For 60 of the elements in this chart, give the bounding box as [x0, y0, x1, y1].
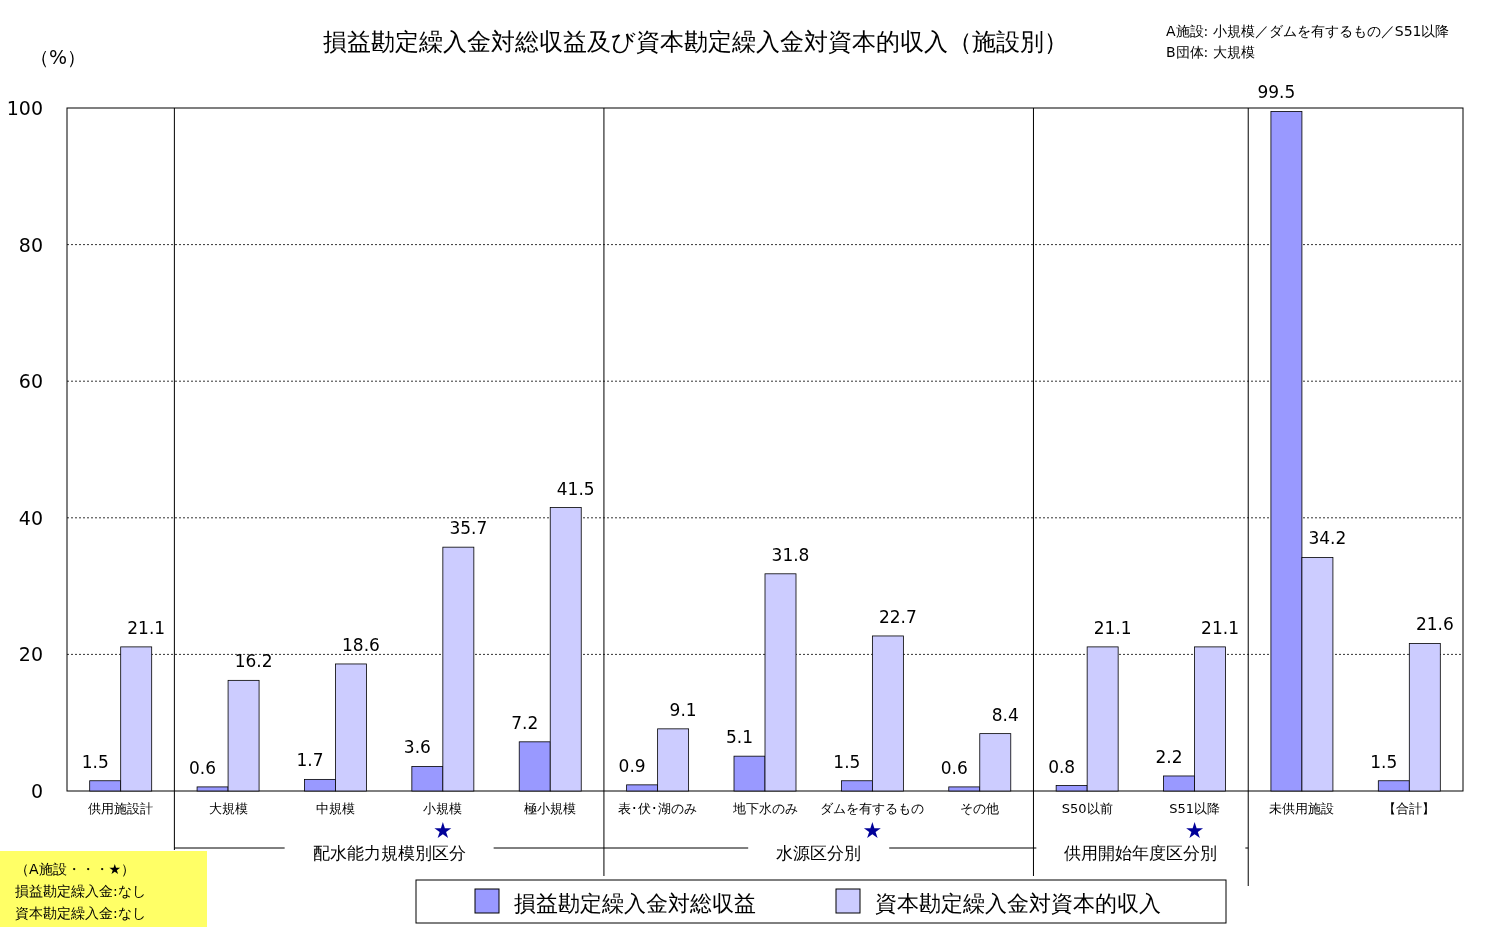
data-label: 21.1 — [1201, 617, 1239, 638]
data-label: 21.1 — [1093, 617, 1132, 638]
data-label: 0.8 — [1048, 756, 1076, 777]
x-tick-label: 中規模 — [315, 801, 355, 816]
data-label: 1.5 — [81, 751, 109, 772]
y-tick-label: 100 — [6, 97, 43, 119]
x-tick-label: S51以降 — [1169, 801, 1220, 816]
y-axis-title: （%） — [29, 46, 87, 68]
data-label: 41.5 — [556, 478, 595, 499]
x-tick-label: 小規模 — [423, 801, 463, 816]
x-tick-label: ダムを有するもの — [820, 801, 925, 816]
y-tick-label: 40 — [18, 506, 43, 529]
text: 供用開始年度区分別 — [1064, 843, 1218, 863]
data-label: 0.9 — [618, 755, 646, 776]
data-label: 31.8 — [771, 544, 810, 565]
data-label: 9.1 — [669, 699, 697, 720]
text: ★ — [432, 818, 453, 843]
x-tick-label: S50以前 — [1061, 801, 1113, 816]
data-label: 7.2 — [511, 712, 539, 733]
y-tick-label: 0 — [30, 780, 43, 802]
x-tick-label: 【合計】 — [1383, 801, 1436, 816]
data-label: 22.7 — [878, 606, 917, 627]
text: B団体: 大規模 — [1166, 44, 1255, 60]
text: 配水能力規模別区分 — [312, 843, 466, 863]
text: 損益勘定繰入金:なし — [15, 883, 146, 899]
data-label: 1.7 — [296, 750, 324, 771]
text: ★ — [1184, 818, 1205, 843]
x-tick-label: 表･伏･湖のみ — [618, 801, 698, 816]
text: 水源区分別 — [776, 843, 862, 863]
data-label: 1.5 — [833, 751, 861, 772]
y-tick-label: 60 — [18, 370, 43, 393]
chart-title: 損益勘定繰入金対総収益及び資本勘定繰入金対資本的収入（施設別） — [322, 28, 1068, 56]
data-label: 18.6 — [342, 634, 380, 655]
text: A施設: 小規模／ダムを有するもの／S51以降 — [1166, 23, 1450, 39]
legend-label: 損益勘定繰入金対総収益 — [514, 891, 756, 916]
x-tick-label: 未供用施設 — [1269, 801, 1335, 816]
data-label: 0.6 — [189, 757, 217, 778]
data-label: 0.6 — [940, 757, 968, 778]
x-tick-label: 供用施設計 — [88, 801, 154, 816]
data-label: 8.4 — [991, 704, 1019, 725]
data-label: 21.6 — [1415, 614, 1454, 635]
text: 資本勘定繰入金:なし — [15, 905, 146, 921]
data-label: 1.5 — [1370, 751, 1398, 772]
legend-label: 資本勘定繰入金対資本的収入 — [875, 891, 1161, 916]
y-tick-label: 80 — [18, 233, 43, 256]
y-tick-label: 20 — [18, 643, 43, 666]
x-tick-label: 極小規模 — [524, 801, 577, 816]
data-label: 2.2 — [1155, 746, 1183, 767]
text: （A施設・・・★） — [15, 861, 136, 877]
x-tick-label: その他 — [960, 801, 1000, 816]
x-tick-label: 大規模 — [208, 801, 248, 816]
data-label: 3.6 — [403, 737, 431, 758]
x-tick-label: 地下水のみ — [731, 801, 798, 816]
data-label: 5.1 — [725, 727, 754, 748]
data-label: 21.1 — [127, 617, 166, 638]
text: ★ — [862, 818, 883, 843]
data-label: 35.7 — [449, 518, 488, 539]
data-label: 16.2 — [234, 651, 273, 672]
data-label: 99.5 — [1257, 82, 1296, 103]
data-label: 34.2 — [1308, 528, 1347, 549]
